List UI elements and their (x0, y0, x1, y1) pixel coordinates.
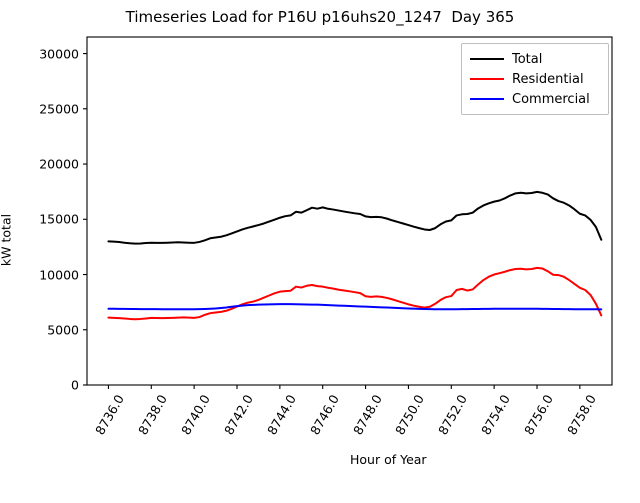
y-tick-label: 5000 (47, 322, 79, 338)
series-line-residential (107, 266, 603, 321)
y-tick-label: 20000 (39, 156, 79, 172)
y-tick-label: 15000 (39, 211, 79, 227)
axes-frame (86, 36, 613, 386)
plot-frame (86, 36, 613, 386)
series-line-total (107, 190, 603, 245)
chart-title: Timeseries Load for P16U p16uhs20_1247 D… (125, 8, 515, 26)
tick-marks (83, 53, 581, 389)
legend-label-commercial: Commercial (512, 91, 590, 107)
chart-legend: Total Residential Commercial (461, 43, 609, 115)
data-series (107, 190, 603, 321)
x-axis-label: Hour of Year (350, 452, 427, 467)
chart-figure: Timeseries Load for P16U p16uhs20_1247 D… (0, 8, 613, 467)
plot-canvas (83, 36, 613, 389)
legend-label-total: Total (512, 51, 543, 67)
y-tick-label: 10000 (39, 267, 79, 283)
series-line-commercial (107, 303, 603, 311)
y-tick-label: 25000 (39, 101, 79, 117)
legend-swatch-residential (470, 78, 504, 80)
legend-swatch-total (470, 58, 504, 60)
legend-item-residential[interactable]: Residential (468, 69, 602, 89)
legend-swatch-commercial (470, 98, 504, 100)
legend-item-commercial[interactable]: Commercial (468, 89, 602, 109)
y-tick-label: 30000 (39, 46, 79, 62)
legend-item-total[interactable]: Total (468, 49, 602, 69)
y-axis-label: kW total (0, 213, 14, 267)
legend-label-residential: Residential (512, 71, 584, 87)
y-tick-label: 0 (71, 377, 79, 393)
